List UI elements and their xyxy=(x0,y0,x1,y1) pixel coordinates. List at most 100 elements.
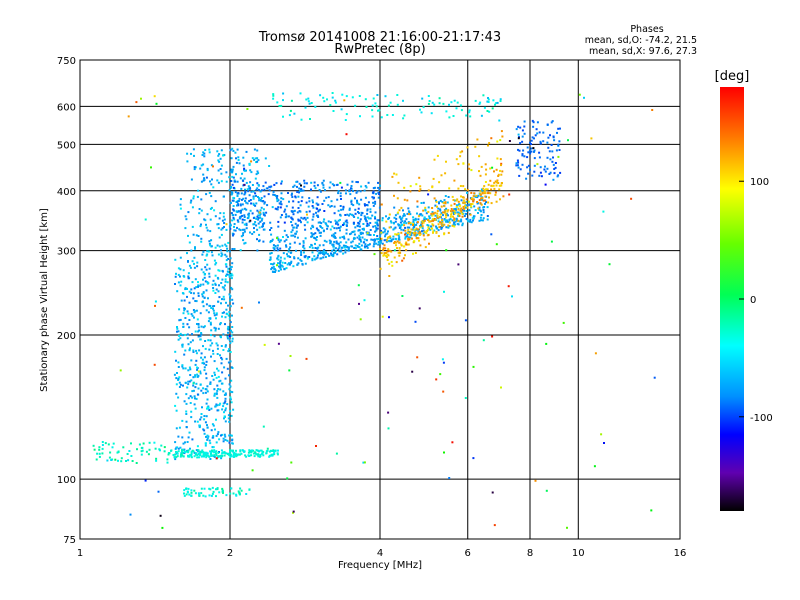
scatter-point xyxy=(458,215,461,217)
scatter-point xyxy=(350,245,353,248)
scatter-point xyxy=(237,204,240,207)
scatter-point xyxy=(397,181,400,184)
scatter-point xyxy=(229,351,232,353)
scatter-point xyxy=(501,170,504,173)
scatter-point xyxy=(367,201,370,204)
scatter-point xyxy=(190,379,193,382)
scatter-point xyxy=(263,195,266,198)
scatter-point xyxy=(422,209,425,212)
scatter-point xyxy=(396,197,399,200)
scatter-point xyxy=(373,238,376,241)
scatter-point xyxy=(188,493,191,496)
scatter-point xyxy=(168,452,171,455)
scatter-point xyxy=(271,206,274,209)
scatter-point xyxy=(254,192,257,195)
scatter-point xyxy=(184,367,187,370)
scatter-point xyxy=(427,219,429,221)
scatter-point xyxy=(349,233,351,236)
scatter-point xyxy=(278,262,281,265)
scatter-point xyxy=(96,452,99,455)
scatter-point xyxy=(390,250,393,253)
scatter-point xyxy=(240,209,242,212)
scatter-point xyxy=(277,258,280,261)
scatter-point xyxy=(205,303,208,306)
scatter-point xyxy=(266,449,269,452)
scatter-point xyxy=(204,391,207,394)
scatter-point xyxy=(289,256,292,258)
scatter-point xyxy=(338,250,341,253)
scatter-point xyxy=(272,244,275,247)
scatter-point xyxy=(515,164,518,167)
scatter-point xyxy=(276,244,279,247)
scatter-point xyxy=(548,150,551,153)
scatter-point xyxy=(234,452,237,455)
scatter-point xyxy=(182,275,185,277)
scatter-point xyxy=(419,185,422,188)
scatter-point xyxy=(332,235,335,238)
scatter-point xyxy=(253,148,256,151)
scatter-point xyxy=(323,251,326,254)
scatter-point xyxy=(93,448,96,451)
scatter-point xyxy=(319,252,322,255)
scatter-point xyxy=(228,388,231,391)
scatter-point xyxy=(255,161,257,164)
scatter-point xyxy=(305,201,308,204)
scatter-point xyxy=(448,103,450,106)
scatter-point xyxy=(300,184,302,187)
scatter-point xyxy=(138,443,141,446)
scatter-point xyxy=(201,358,204,361)
scatter-point xyxy=(181,451,184,454)
scatter-point xyxy=(360,185,363,188)
scatter-point xyxy=(437,220,440,223)
scatter-point xyxy=(119,369,122,372)
scatter-point xyxy=(293,241,296,244)
scatter-point xyxy=(402,117,405,120)
scatter-point xyxy=(206,390,209,393)
scatter-point xyxy=(185,487,188,490)
y-tick-label: 200 xyxy=(57,331,76,342)
scatter-point xyxy=(423,218,426,220)
scatter-point xyxy=(193,310,196,313)
scatter-point xyxy=(217,388,220,390)
scatter-point xyxy=(233,229,236,232)
scatter-point xyxy=(339,205,342,207)
scatter-point xyxy=(331,96,334,99)
scatter-point xyxy=(258,226,261,229)
scatter-point xyxy=(140,450,143,453)
scatter-point xyxy=(214,263,217,266)
scatter-point xyxy=(213,360,216,363)
scatter-point xyxy=(195,349,198,352)
scatter-point xyxy=(203,453,206,455)
scatter-point xyxy=(193,316,195,319)
scatter-point xyxy=(153,363,156,366)
scatter-point xyxy=(299,92,302,95)
scatter-point xyxy=(195,359,198,362)
scatter-point xyxy=(311,225,314,227)
scatter-point xyxy=(427,226,430,229)
scatter-point xyxy=(268,455,271,458)
scatter-point xyxy=(382,231,385,234)
scatter-point xyxy=(259,213,262,215)
scatter-point xyxy=(238,493,241,496)
scatter-point xyxy=(482,217,485,220)
scatter-point xyxy=(204,495,207,498)
scatter-point xyxy=(219,402,222,405)
scatter-point xyxy=(532,147,535,150)
scatter-point xyxy=(189,395,192,398)
scatter-point xyxy=(187,380,190,383)
scatter-point xyxy=(456,198,459,201)
scatter-point xyxy=(221,244,224,247)
scatter-point xyxy=(366,232,369,235)
scatter-point xyxy=(418,190,421,192)
scatter-point xyxy=(176,290,179,293)
scatter-point xyxy=(200,389,203,392)
scatter-point xyxy=(273,248,276,251)
scatter-point xyxy=(224,435,227,438)
scatter-point xyxy=(229,449,231,452)
scatter-point xyxy=(498,184,501,187)
scatter-point xyxy=(379,184,381,187)
scatter-point xyxy=(453,199,456,202)
scatter-point xyxy=(393,194,395,197)
scatter-point xyxy=(451,441,454,444)
scatter-point xyxy=(369,208,372,211)
